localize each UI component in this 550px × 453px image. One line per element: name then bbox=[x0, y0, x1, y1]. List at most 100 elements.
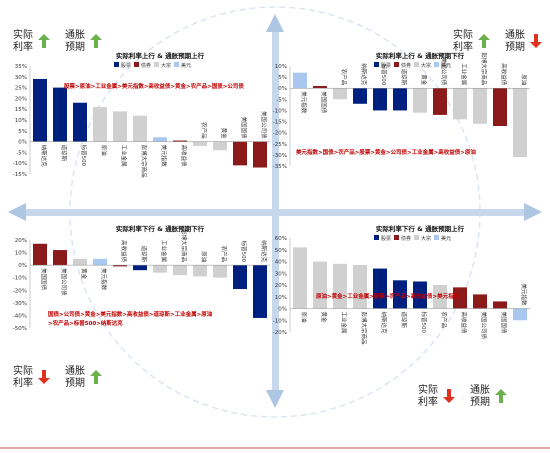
y-tick-label: -30% bbox=[13, 301, 27, 307]
bar bbox=[53, 87, 67, 142]
legend-swatch bbox=[114, 62, 119, 67]
bar bbox=[513, 308, 527, 321]
arrow-down-icon bbox=[530, 34, 542, 48]
category-label: 美国国债 bbox=[240, 117, 248, 140]
legend-swatch bbox=[394, 62, 399, 67]
category-label: 工业金属 bbox=[340, 312, 348, 334]
y-tick-label: 5% bbox=[278, 75, 287, 81]
legend-label: 债券 bbox=[401, 235, 411, 242]
y-tick-label: 0% bbox=[18, 140, 27, 146]
y-tick-label: 5% bbox=[18, 129, 27, 135]
ranking-annotation: 原油>黄金>工业金属>股票>农产品>高收益债>美元指数 bbox=[316, 292, 460, 300]
category-label: 原油 bbox=[300, 312, 308, 324]
bar bbox=[173, 140, 187, 142]
category-label: 黄金 bbox=[420, 74, 428, 86]
bar bbox=[213, 265, 227, 278]
bar bbox=[33, 243, 47, 266]
category-label: 工业金属 bbox=[120, 145, 128, 167]
legend-label: 美元 bbox=[181, 62, 191, 69]
legend-label: 美元 bbox=[441, 62, 451, 69]
y-tick-label: 60% bbox=[275, 236, 287, 242]
axis-arrow-up bbox=[266, 14, 284, 32]
category-label: 纳斯达克 bbox=[40, 145, 48, 168]
y-tick-label: -30% bbox=[273, 153, 287, 159]
category-label: 纳斯达克 bbox=[360, 63, 368, 86]
bar bbox=[413, 88, 427, 113]
bar bbox=[453, 88, 467, 120]
y-tick-label: -35% bbox=[273, 164, 287, 170]
category-label: 标普500 bbox=[420, 312, 428, 334]
y-tick-label: 15% bbox=[15, 107, 27, 113]
legend-swatch bbox=[154, 62, 159, 67]
y-tick-label: -40% bbox=[13, 313, 27, 319]
ranking-annotation: 股票>原油>工业金属>美元指数>高收益债>黄金>农产品>国债>公司债 bbox=[64, 82, 244, 90]
chart-title: 实际利率上行 & 通胀预期上行 bbox=[116, 51, 205, 60]
bar bbox=[333, 263, 347, 309]
category-label: 美元指数 bbox=[300, 91, 308, 114]
y-tick-label: 0% bbox=[278, 307, 287, 313]
bar bbox=[133, 115, 147, 142]
legend-label: 大宗 bbox=[161, 62, 171, 69]
arrow-up-icon bbox=[90, 34, 102, 48]
legend-swatch bbox=[134, 62, 139, 67]
bar bbox=[293, 72, 307, 89]
bar bbox=[433, 88, 447, 115]
bar bbox=[113, 111, 127, 142]
corner-label-tl-1: 通胀预期 bbox=[65, 30, 85, 53]
category-label: 彭博大宗商品 bbox=[480, 52, 488, 86]
bar bbox=[393, 88, 407, 111]
category-label: 高收益债 bbox=[180, 145, 188, 168]
bar bbox=[73, 102, 87, 142]
category-label: 高收益债 bbox=[500, 63, 508, 86]
y-tick-label: -25% bbox=[273, 142, 287, 148]
legend-swatch bbox=[374, 62, 379, 67]
arrow-up-icon bbox=[90, 370, 102, 384]
axis-arrow-left bbox=[8, 203, 26, 221]
y-tick-label: 25% bbox=[15, 86, 27, 92]
category-label: 彭博大宗商品 bbox=[360, 312, 368, 346]
bar bbox=[433, 285, 447, 309]
category-label: 农产品 bbox=[220, 246, 228, 263]
y-tick-label: 30% bbox=[15, 75, 27, 81]
axis-arrow-right bbox=[524, 203, 542, 221]
ranking-annotation: 国债>公司债>黄金>美元指数>高收益债>道琼斯>工业金属>原油>农产品>标普50… bbox=[48, 310, 213, 327]
category-label: 道琼斯 bbox=[140, 246, 148, 263]
legend-swatch bbox=[414, 235, 419, 240]
bar bbox=[213, 141, 227, 151]
y-tick-label: -20% bbox=[273, 131, 287, 137]
bar bbox=[413, 281, 427, 309]
legend-label: 债券 bbox=[401, 62, 411, 69]
legend-label: 股票 bbox=[121, 63, 131, 69]
bar bbox=[93, 107, 107, 142]
y-tick-label: -5% bbox=[16, 150, 27, 156]
chart-legend: 股票 债券 大宗 美元 bbox=[114, 62, 191, 69]
category-label: 美元指数 bbox=[520, 283, 528, 306]
y-tick-label: -15% bbox=[273, 120, 287, 126]
legend-label: 美元 bbox=[441, 235, 451, 242]
legend-label: 大宗 bbox=[421, 62, 431, 69]
bar bbox=[133, 265, 147, 271]
bar bbox=[393, 280, 407, 309]
category-label: 高收益债 bbox=[120, 240, 128, 263]
y-tick-label: -15% bbox=[13, 172, 27, 178]
chart-title: 实际利率下行 & 通胀预期上行 bbox=[376, 224, 465, 233]
category-label: 标普500 bbox=[240, 241, 248, 263]
bar bbox=[153, 137, 167, 142]
legend-label: 大宗 bbox=[421, 235, 431, 242]
category-label: 工业金属 bbox=[160, 240, 168, 262]
category-label: 美元指数 bbox=[100, 268, 108, 291]
bar bbox=[153, 265, 167, 273]
y-tick-label: -10% bbox=[273, 108, 287, 114]
y-tick-label: 20% bbox=[15, 238, 27, 244]
y-tick-label: 0% bbox=[18, 263, 27, 269]
horizontal-axis bbox=[24, 209, 526, 216]
y-tick-label: 30% bbox=[275, 271, 287, 277]
y-tick-label: 10% bbox=[15, 251, 27, 257]
bar bbox=[313, 86, 327, 89]
category-label: 美国公司债 bbox=[480, 312, 488, 340]
bar bbox=[73, 258, 87, 266]
bar bbox=[193, 141, 207, 146]
category-label: 道琼斯 bbox=[60, 145, 68, 162]
category-label: 美国公司债 bbox=[440, 58, 448, 86]
